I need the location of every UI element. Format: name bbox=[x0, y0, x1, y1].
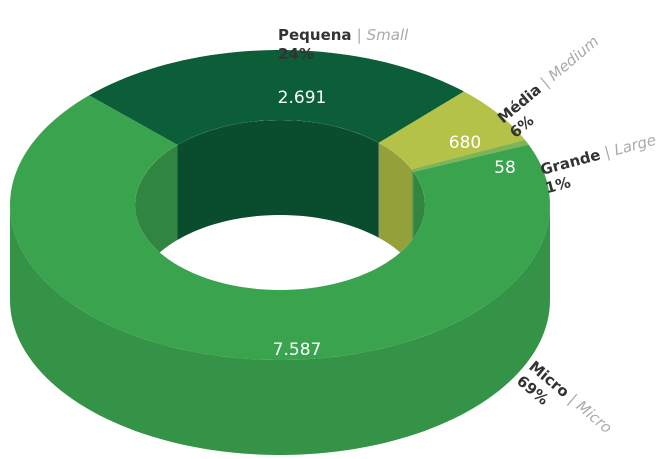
category-name: Pequena | Small bbox=[278, 26, 409, 44]
slice bbox=[378, 91, 526, 170]
value-label: 2.691 bbox=[278, 88, 327, 108]
translation: Micro bbox=[573, 397, 616, 437]
separator: | bbox=[603, 143, 613, 162]
inner-wall bbox=[177, 120, 379, 240]
slice bbox=[411, 139, 529, 172]
outer-wall bbox=[10, 205, 550, 455]
translation: Medium bbox=[545, 32, 603, 84]
slice bbox=[89, 50, 464, 145]
category-label: Pequena | Small 24% bbox=[278, 26, 409, 63]
name: Grande bbox=[538, 146, 602, 179]
value-label: 7.587 bbox=[273, 340, 322, 360]
category-name: Grande|Large bbox=[538, 131, 658, 179]
translation: Large bbox=[612, 131, 658, 159]
value-label: 680 bbox=[449, 133, 481, 153]
name: Pequena bbox=[278, 26, 352, 44]
value-label: 58 bbox=[494, 158, 516, 178]
percent-label: 24% bbox=[278, 45, 314, 63]
percent-label: 1% bbox=[543, 173, 572, 197]
inner-wall bbox=[378, 142, 412, 265]
translation: Small bbox=[367, 26, 409, 44]
separator: | bbox=[357, 26, 362, 44]
slice bbox=[10, 95, 550, 360]
category-name: Média|Medium bbox=[494, 32, 602, 127]
